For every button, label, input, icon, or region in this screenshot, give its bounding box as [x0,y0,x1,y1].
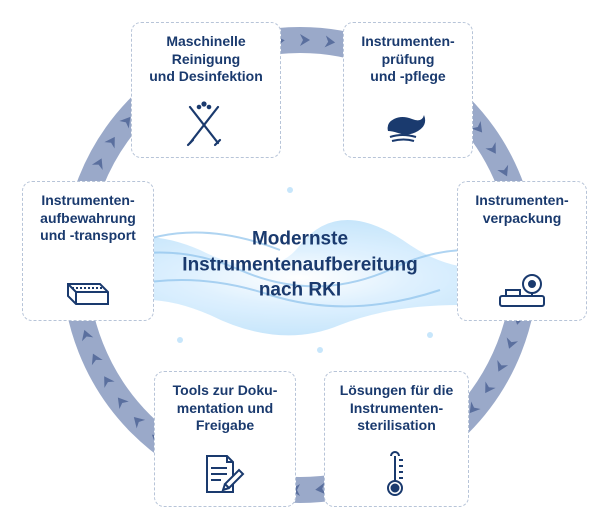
card-packaging[interactable]: Instrumenten-verpackung [457,181,587,321]
tray-box-icon [62,264,114,312]
wiping-hand-icon [382,101,434,149]
card-label-line: Reinigung [149,51,263,69]
card-label: Lösungen für dieInstrumenten-sterilisati… [340,382,454,435]
card-label-line: Instrumenten- [475,192,568,210]
card-label: Tools zur Doku-mentation undFreigabe [173,382,278,435]
card-label-line: Maschinelle [149,33,263,51]
card-label-line: Instrumenten- [361,33,454,51]
card-label-line: Tools zur Doku- [173,382,278,400]
card-cleaning[interactable]: MaschinelleReinigungund Desinfektion [131,22,281,158]
card-label: MaschinelleReinigungund Desinfektion [149,33,263,86]
card-label-line: und Desinfektion [149,68,263,86]
center-line2: Instrumentenaufbereitung [150,252,450,278]
document-pen-icon [199,450,251,498]
card-label-line: Freigabe [173,417,278,435]
center-line3: nach RKI [150,278,450,304]
card-sterilisation[interactable]: Lösungen für dieInstrumenten-sterilisati… [324,371,469,507]
card-label-line: aufbewahrung [40,210,136,228]
sealer-icon [496,264,548,312]
thermometer-icon [371,450,423,498]
card-inspection[interactable]: Instrumenten-prüfungund -pflege [343,22,473,158]
card-label: Instrumenten-verpackung [475,192,568,227]
card-label-line: Instrumenten- [40,192,136,210]
center-title: Modernste Instrumentenaufbereitung nach … [150,227,450,304]
card-label: Instrumenten-prüfungund -pflege [361,33,454,86]
card-storage[interactable]: Instrumenten-aufbewahrungund -transport [22,181,154,321]
card-label-line: prüfung [361,51,454,69]
card-label-line: mentation und [173,400,278,418]
card-label-line: verpackung [475,210,568,228]
card-label-line: Lösungen für die [340,382,454,400]
card-label-line: und -pflege [361,68,454,86]
card-label-line: sterilisation [340,417,454,435]
card-label-line: und -transport [40,227,136,245]
card-documentation[interactable]: Tools zur Doku-mentation undFreigabe [154,371,296,507]
card-label-line: Instrumenten- [340,400,454,418]
card-label: Instrumenten-aufbewahrungund -transport [40,192,136,245]
center-line1: Modernste [150,227,450,253]
crossed-instruments-icon [180,101,232,149]
